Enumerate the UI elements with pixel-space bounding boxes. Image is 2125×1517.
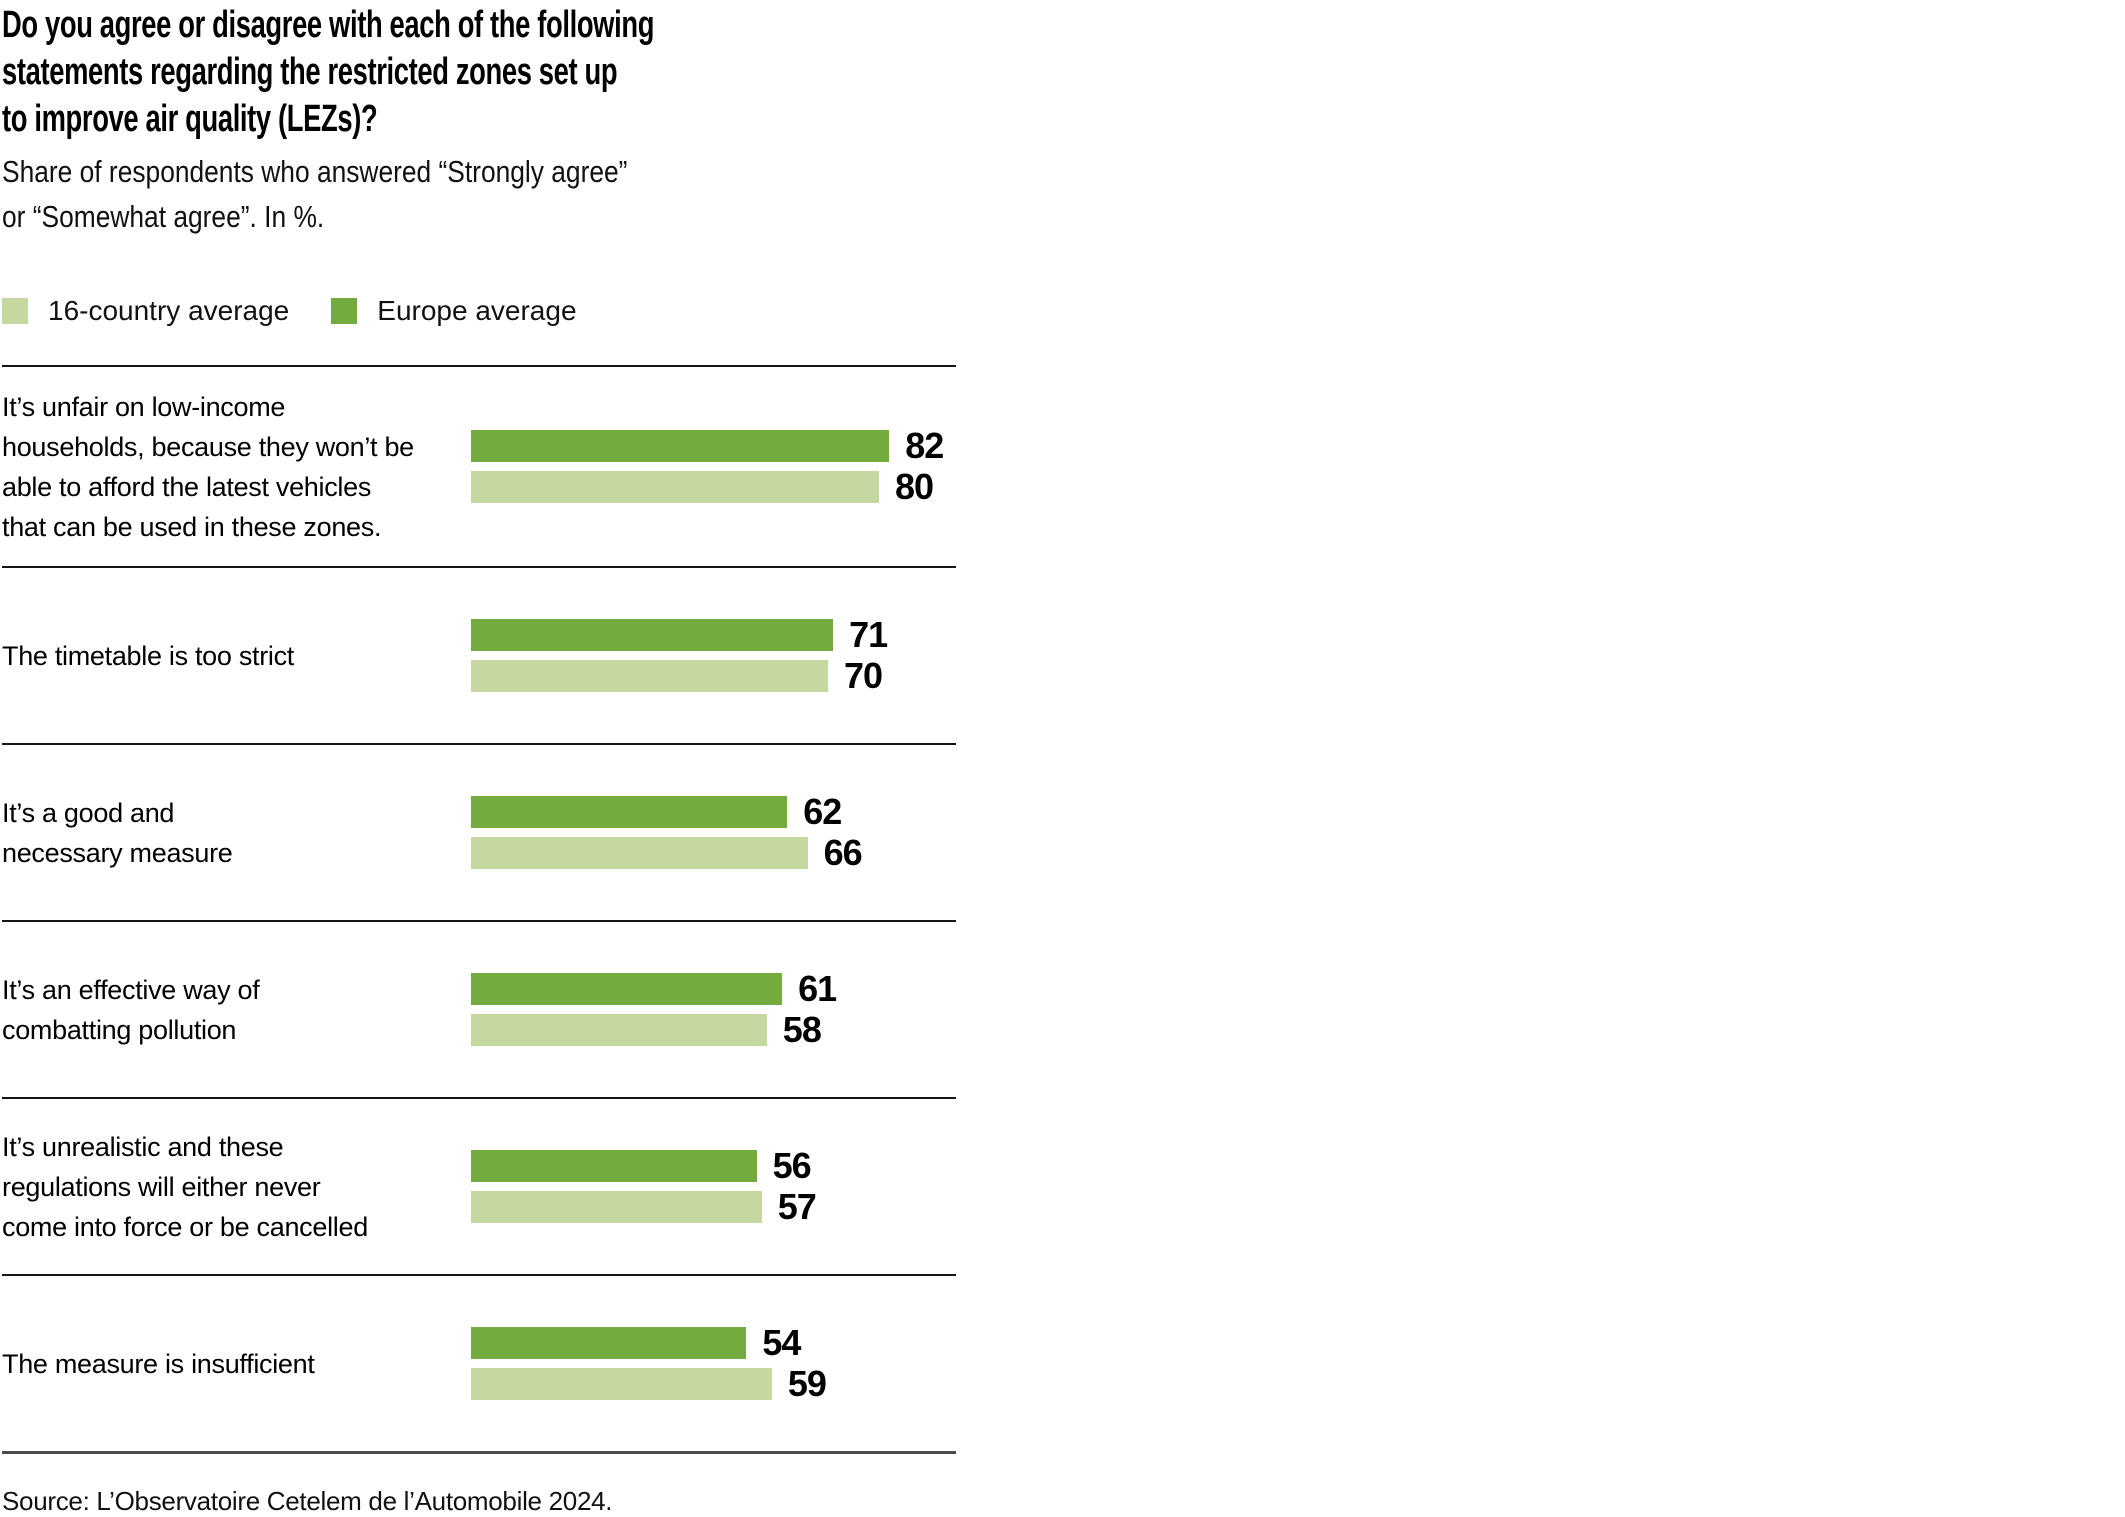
bottom-rule [2, 1451, 956, 1454]
bar-line-europe-average: 82 [471, 425, 981, 466]
bar-16-country-average [471, 837, 808, 869]
bar-line-16-country-average: 80 [471, 466, 981, 507]
chart-row: The timetable is too strict 71 70 [2, 566, 956, 743]
bar-europe-average [471, 619, 834, 651]
legend-swatch-europe-average [331, 298, 358, 324]
bar-line-16-country-average: 59 [471, 1363, 981, 1404]
bar-europe-average [471, 973, 783, 1005]
legend-item-europe-average: Europe average [331, 295, 577, 327]
bar-line-europe-average: 61 [471, 968, 981, 1009]
value-label-europe-average: 62 [803, 791, 842, 832]
value-label-16-country-average: 59 [787, 1363, 827, 1404]
bar-line-16-country-average: 66 [471, 832, 981, 873]
bar-europe-average [471, 796, 788, 828]
bar-16-country-average [471, 1014, 767, 1046]
row-label: It’s a good and necessary measure [2, 797, 233, 868]
value-label-europe-average: 54 [762, 1322, 801, 1363]
bar-line-europe-average: 56 [471, 1145, 981, 1186]
bar-line-europe-average: 62 [471, 791, 981, 832]
chart-row: It’s unfair on low-income households, be… [2, 365, 956, 566]
bar-line-europe-average: 54 [471, 1322, 981, 1363]
chart-canvas: Do you agree or disagree with each of th… [2, 0, 956, 1517]
row-bars: 71 70 [471, 614, 981, 696]
chart-row: It’s unrealistic and these regulations w… [2, 1097, 956, 1274]
chart-subtitle: Share of respondents who answered “Stron… [2, 154, 628, 234]
row-bars: 56 57 [471, 1145, 981, 1227]
chart-title: Do you agree or disagree with each of th… [2, 4, 655, 140]
bar-europe-average [471, 1327, 747, 1359]
value-label-europe-average: 82 [905, 425, 944, 466]
row-label: The measure is insufficient [2, 1348, 315, 1379]
value-label-16-country-average: 80 [895, 466, 934, 507]
row-label: It’s an effective way of combatting poll… [2, 974, 260, 1045]
bar-line-16-country-average: 58 [471, 1009, 981, 1050]
bar-16-country-average [471, 471, 879, 503]
legend: 16-country average Europe average [2, 295, 956, 327]
row-bars: 54 59 [471, 1322, 981, 1404]
bar-16-country-average [471, 1191, 762, 1223]
legend-swatch-16-country-average [2, 298, 28, 324]
chart-row: It’s a good and necessary measure 62 66 [2, 743, 956, 920]
bar-16-country-average [471, 660, 828, 692]
legend-label-16-country-average: 16-country average [48, 295, 290, 326]
row-bars: 61 58 [471, 968, 981, 1050]
bar-16-country-average [471, 1368, 772, 1400]
value-label-europe-average: 61 [798, 968, 837, 1009]
row-label: It’s unfair on low-income households, be… [2, 391, 414, 542]
value-label-16-country-average: 57 [777, 1186, 817, 1227]
legend-label-europe-average: Europe average [377, 295, 577, 326]
value-label-16-country-average: 58 [782, 1009, 822, 1050]
row-bars: 62 66 [471, 791, 981, 873]
bar-chart-rows: It’s unfair on low-income households, be… [2, 365, 956, 1451]
row-label: It’s unrealistic and these regulations w… [2, 1131, 368, 1242]
bar-europe-average [471, 1150, 757, 1182]
bar-line-europe-average: 71 [471, 614, 981, 655]
row-bars: 82 80 [471, 425, 981, 507]
chart-header: Do you agree or disagree with each of th… [2, 2, 956, 239]
source-note: Source: L’Observatoire Cetelem de l’Auto… [2, 1486, 613, 1516]
bar-line-16-country-average: 70 [471, 655, 981, 696]
chart-row: It’s an effective way of combatting poll… [2, 920, 956, 1097]
value-label-europe-average: 56 [772, 1145, 812, 1186]
chart-row: The measure is insufficient 54 59 [2, 1274, 956, 1451]
legend-item-16-country-average: 16-country average [2, 295, 289, 327]
value-label-16-country-average: 70 [844, 655, 883, 696]
value-label-europe-average: 71 [849, 614, 888, 655]
row-label: The timetable is too strict [2, 640, 295, 671]
bar-europe-average [471, 430, 890, 462]
bar-line-16-country-average: 57 [471, 1186, 981, 1227]
value-label-16-country-average: 66 [823, 832, 863, 873]
